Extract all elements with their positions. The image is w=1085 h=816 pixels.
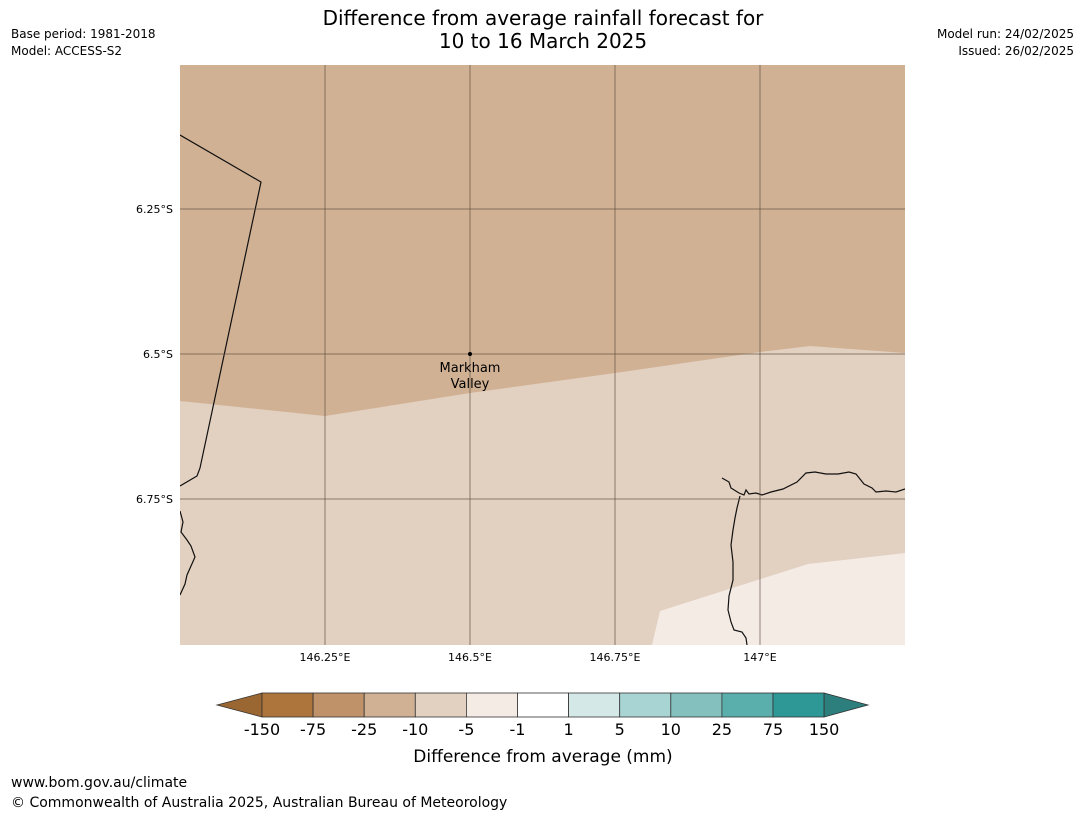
legend-swatch <box>261 692 314 718</box>
legend-swatch <box>670 692 723 718</box>
legend-swatch <box>363 692 416 718</box>
coast-west <box>180 510 196 596</box>
coastline <box>180 134 905 645</box>
lat-label: 6.5°S <box>143 348 173 361</box>
map-area: Markham Valley <box>180 65 905 645</box>
map-title: Difference from average rainfall forecas… <box>243 7 843 53</box>
title-line-1: Difference from average rainfall forecas… <box>322 6 764 30</box>
meta-left: Base period: 1981-2018 Model: ACCESS-S2 <box>11 26 156 60</box>
lon-label: 146.75°E <box>590 651 641 664</box>
legend-tick-label: 75 <box>763 720 783 739</box>
title-line-2: 10 to 16 March 2025 <box>438 29 648 53</box>
legend-tick-label: -25 <box>351 720 377 739</box>
coast-east-north <box>721 471 905 496</box>
base-period: Base period: 1981-2018 <box>11 27 156 41</box>
longitude-labels: 146.25°E 146.5°E 146.75°E 147°E <box>300 651 777 664</box>
river-line <box>727 495 748 645</box>
legend-swatch <box>772 692 825 718</box>
border-line <box>180 134 262 487</box>
region-minus5-to-minus1 <box>652 553 905 645</box>
legend-swatch <box>312 692 365 718</box>
model-name: Model: ACCESS-S2 <box>11 44 123 58</box>
colorbar-legend: -150 -75 -25 -10 -5 -1 1 5 10 25 75 150 <box>215 692 870 739</box>
lon-label: 146.5°E <box>448 651 492 664</box>
legend-tick-label: 5 <box>615 720 625 739</box>
legend-swatch <box>568 692 621 718</box>
legend-tick-label: -10 <box>402 720 428 739</box>
legend-swatch <box>517 692 569 718</box>
place-label-line-1: Markham <box>440 361 501 376</box>
legend-swatch <box>414 692 467 718</box>
legend-label: Difference from average (mm) <box>413 747 672 767</box>
lat-label: 6.75°S <box>136 493 173 506</box>
model-run: Model run: 24/02/2025 <box>936 27 1074 41</box>
lat-label: 6.25°S <box>136 203 173 216</box>
meta-right: Model run: 24/02/2025 Issued: 26/02/2025 <box>937 26 1074 60</box>
legend-tick-label: -5 <box>458 720 474 739</box>
legend-tick-label: -150 <box>244 720 280 739</box>
legend-extend-low <box>215 692 263 718</box>
legend-tick-label: 10 <box>661 720 681 739</box>
place-label-line-2: Valley <box>451 377 490 392</box>
place-marker <box>468 352 472 356</box>
issued-date: Issued: 26/02/2025 <box>958 44 1074 58</box>
legend-tick-label: 25 <box>712 720 732 739</box>
legend-swatch <box>619 692 672 718</box>
latitude-labels: 6.25°S 6.5°S 6.75°S <box>136 203 173 506</box>
legend-tick-label: -1 <box>510 720 526 739</box>
legend-swatch <box>465 692 518 718</box>
footer-url: www.bom.gov.au/climate <box>11 775 188 791</box>
legend-swatch <box>721 692 774 718</box>
footer-copyright: © Commonwealth of Australia 2025, Austra… <box>11 795 508 811</box>
legend-extend-high <box>823 692 870 718</box>
lon-label: 146.25°E <box>300 651 351 664</box>
legend-tick-label: 1 <box>564 720 574 739</box>
legend-tick-label: 150 <box>809 720 840 739</box>
legend-tick-label: -75 <box>300 720 326 739</box>
region-minus10-to-minus5 <box>180 346 905 645</box>
lon-label: 147°E <box>743 651 776 664</box>
